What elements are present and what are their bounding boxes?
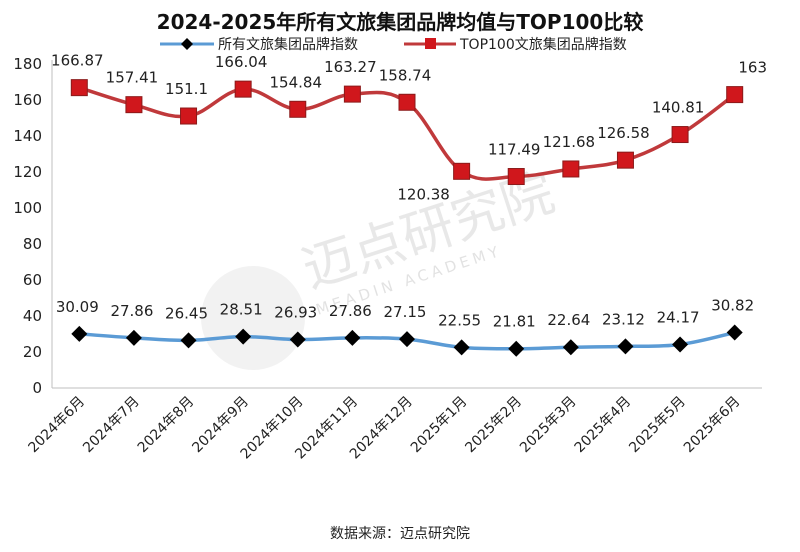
data-point [180,107,198,125]
data-label: 30.82 [711,297,754,315]
data-point [343,85,361,103]
data-label: 140.81 [652,99,705,117]
square-marker-icon [425,38,436,49]
x-tick-label: 2024年8月 [135,394,198,457]
data-point [71,325,88,342]
data-point [125,329,142,346]
data-label: 163 [738,59,767,77]
data-label: 22.64 [547,311,590,329]
data-point [726,86,744,104]
data-point [507,168,525,186]
y-axis-ticks: 0 20 40 60 80 100 120 140 160 180 [13,55,42,397]
legend-label-series-2: TOP100文旅集团品牌指数 [459,36,627,53]
x-tick-label: 2025年1月 [408,394,471,457]
x-tick-label: 2025年2月 [462,394,525,457]
data-point [671,126,689,144]
data-point [562,160,580,178]
series-group: 30.09 27.86 26.45 28.51 26.93 27.86 27.15 22.55… [51,52,767,357]
watermark-logo [201,266,305,370]
data-point [234,80,252,98]
data-label: 157.41 [106,69,159,87]
data-label: 166.04 [215,53,268,71]
data-label: 30.09 [56,298,99,316]
data-point [453,339,470,356]
source-note: 数据来源：迈点研究院 [330,526,470,542]
data-label: 166.87 [51,52,104,70]
chart-title: 2024-2025年所有文旅集团品牌均值与TOP100比较 [157,10,644,34]
data-point [453,162,471,180]
data-label: 24.17 [657,308,700,326]
x-tick-label: 2025年5月 [626,394,689,457]
data-label: 21.81 [493,313,536,331]
y-tick-label: 20 [23,343,42,361]
data-point [344,329,361,346]
y-tick-label: 120 [13,163,42,181]
x-axis-ticks: 2024年6月2024年7月2024年8月2024年9月2024年10月2024… [26,394,744,463]
data-label: 26.45 [165,304,208,322]
y-tick-label: 0 [32,379,42,397]
data-label: 26.93 [274,304,317,322]
data-point [125,96,143,114]
y-tick-label: 140 [13,127,42,145]
data-label: 28.51 [220,301,263,319]
x-tick-label: 2025年3月 [517,394,580,457]
data-label: 126.58 [597,124,650,142]
data-point [399,331,415,348]
x-tick-label: 2024年7月 [80,394,143,457]
data-label: 120.38 [397,185,450,203]
x-tick-label: 2024年6月 [26,394,89,457]
data-label: 27.86 [329,302,372,320]
data-point [235,328,252,345]
data-point [398,93,416,111]
y-tick-label: 160 [13,91,42,109]
y-tick-label: 80 [23,235,42,253]
data-point [672,336,689,353]
legend: 所有文旅集团品牌指数 TOP100文旅集团品牌指数 [160,36,627,53]
data-label: 22.55 [438,311,481,329]
data-point [726,324,743,341]
data-point [616,151,634,169]
axes [51,60,762,389]
data-point [70,79,88,97]
x-tick-label: 2025年4月 [572,394,635,457]
data-label: 117.49 [488,141,541,159]
data-point [562,339,579,356]
data-point [617,338,634,355]
data-label: 163.27 [324,58,377,76]
diamond-marker-icon [181,38,193,50]
data-point [289,100,307,118]
data-label: 151.1 [165,80,208,98]
y-tick-label: 180 [13,55,42,73]
legend-label-series-1: 所有文旅集团品牌指数 [218,36,358,53]
legend-item-series-2: TOP100文旅集团品牌指数 [404,36,627,53]
data-label: 27.15 [384,303,427,321]
data-label: 154.84 [270,73,323,91]
data-label: 121.68 [543,133,596,151]
series-1: 30.09 27.86 26.45 28.51 26.93 27.86 27.15 22.55… [56,297,754,357]
y-tick-label: 100 [13,199,42,217]
data-point [289,331,306,348]
legend-item-series-1: 所有文旅集团品牌指数 [160,36,358,53]
data-label: 27.86 [110,302,153,320]
y-tick-label: 60 [23,271,42,289]
data-point [508,340,525,357]
y-tick-label: 40 [23,307,42,325]
data-label: 23.12 [602,310,645,328]
data-label: 158.74 [379,66,432,84]
data-point [180,332,197,349]
x-tick-label: 2025年6月 [681,394,744,457]
